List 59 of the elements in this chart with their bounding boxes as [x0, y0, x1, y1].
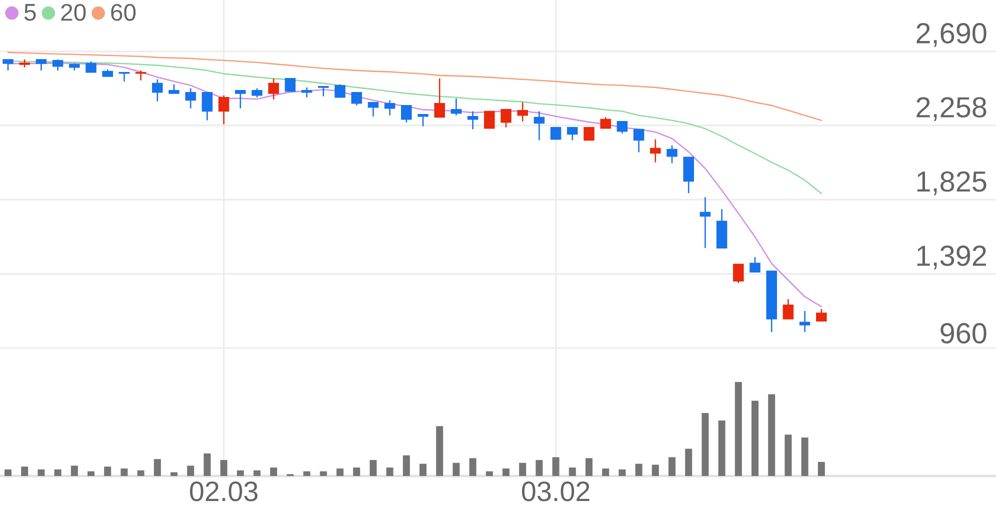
bar — [586, 458, 593, 476]
bar — [236, 470, 244, 476]
bar — [420, 464, 427, 476]
bar — [402, 455, 410, 476]
bar — [568, 468, 576, 476]
bar — [436, 426, 444, 476]
bar — [386, 468, 394, 476]
legend-label: 5 — [24, 4, 36, 21]
bar — [502, 468, 510, 476]
bar — [702, 413, 709, 476]
bar — [187, 466, 194, 476]
bar — [4, 469, 12, 476]
bar — [668, 457, 676, 476]
bar — [21, 466, 28, 476]
bar — [320, 471, 327, 476]
bar — [784, 434, 792, 476]
bar — [154, 459, 161, 476]
legend-label: 60 — [111, 4, 136, 21]
bar — [486, 471, 493, 476]
x-tick-label: 02.03 — [190, 482, 258, 502]
y-tick-label: 1,825 — [917, 171, 986, 196]
bar — [137, 470, 144, 476]
bar — [54, 469, 62, 476]
bar — [552, 457, 560, 476]
bar — [452, 462, 460, 476]
bar — [818, 462, 825, 476]
bar — [734, 382, 742, 476]
bar — [38, 469, 45, 476]
bar — [618, 469, 626, 476]
bar — [602, 468, 610, 476]
bar — [652, 464, 659, 476]
bar — [685, 448, 692, 476]
legend-label: 20 — [61, 4, 86, 21]
bar — [752, 400, 759, 476]
bar — [70, 466, 78, 476]
y-tick-label: 2,258 — [916, 97, 986, 121]
bar — [88, 471, 94, 476]
bar — [170, 472, 178, 476]
bar — [718, 420, 726, 476]
y-tick-label: 2,690 — [916, 23, 986, 47]
bar — [801, 437, 808, 476]
bar — [519, 462, 526, 476]
bar — [635, 464, 642, 476]
bar — [104, 466, 112, 476]
bar — [254, 470, 260, 476]
bar — [303, 471, 310, 476]
x-tick-label: 03.02 — [522, 482, 590, 502]
bar — [469, 458, 476, 476]
y-tick-label: 960 — [940, 323, 986, 344]
bar — [353, 468, 360, 476]
bar — [536, 460, 543, 476]
bar — [336, 468, 344, 476]
y-tick-label: 1,392 — [917, 246, 986, 270]
bar — [270, 468, 278, 476]
bar — [220, 460, 228, 476]
bar — [370, 460, 377, 476]
bar — [120, 468, 128, 476]
bar — [204, 453, 211, 476]
bar — [768, 394, 776, 476]
